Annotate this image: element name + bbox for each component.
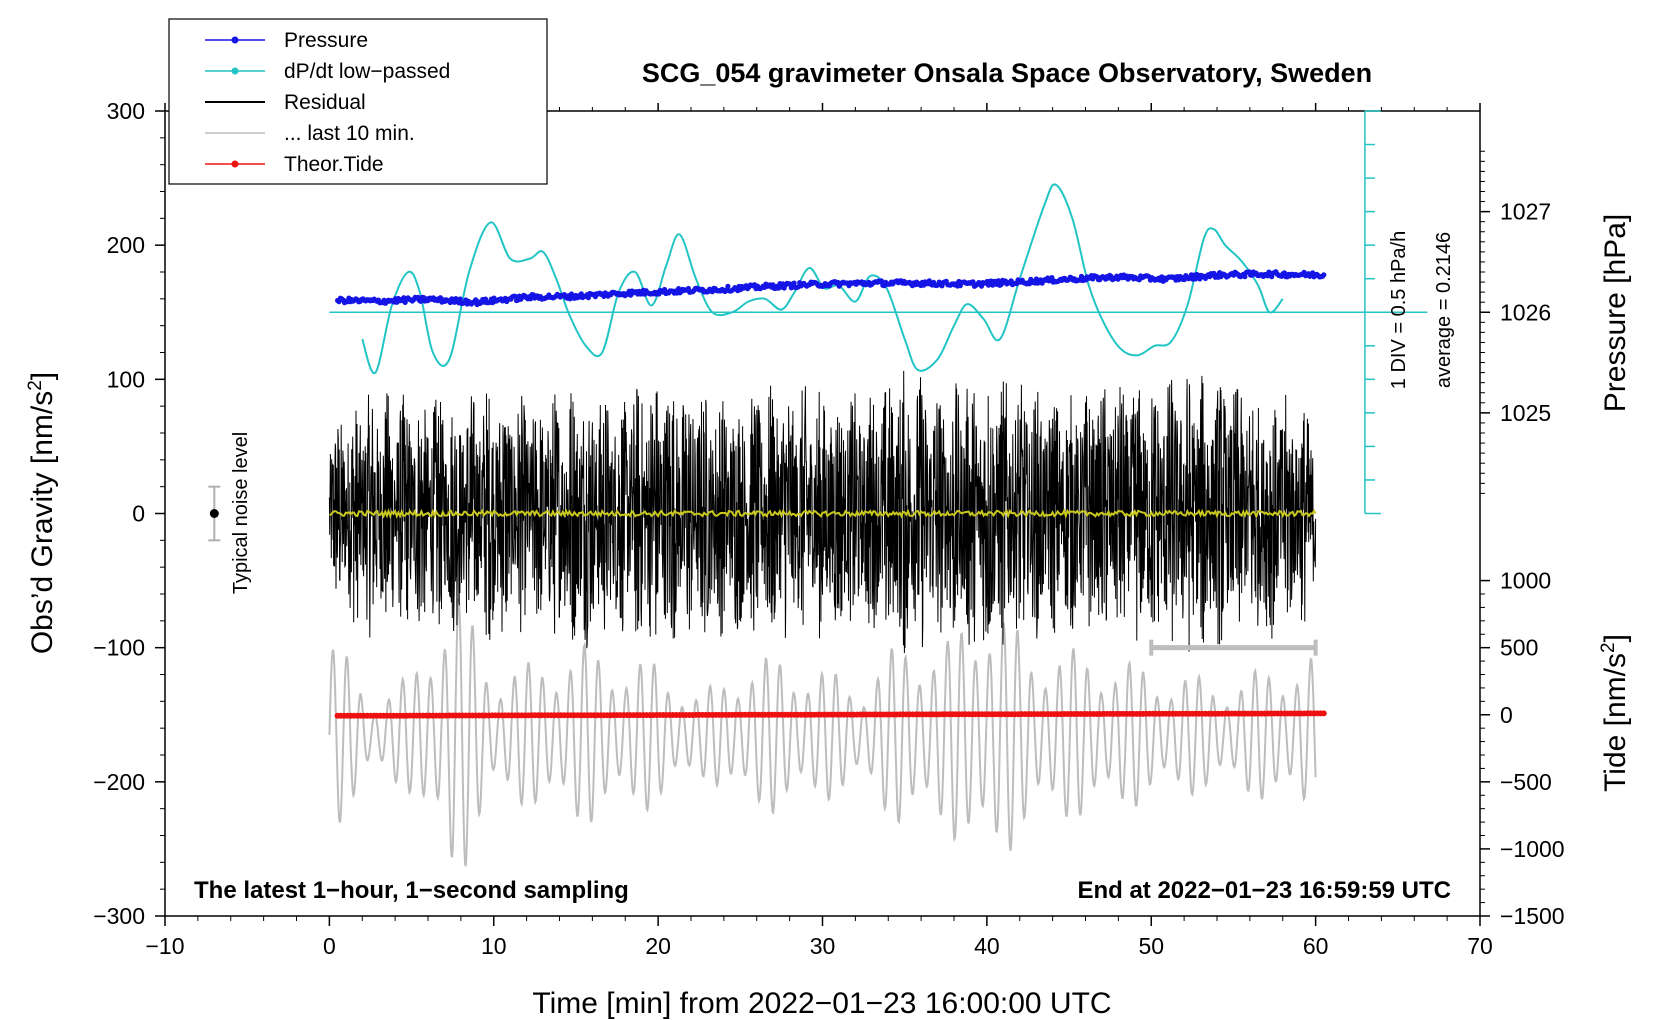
pressure-point — [970, 279, 976, 285]
tide-point — [1320, 710, 1327, 717]
dpdt-div-label: 1 DIV = 0.5 hPa/h — [1388, 231, 1410, 389]
noise-level-label: Typical noise level — [230, 432, 252, 594]
x-tick-label: 30 — [810, 933, 836, 959]
pressure-axis-label: Pressure [hPa] — [1599, 214, 1632, 412]
legend: Pressure dP/dt low−passed Residual ... last… — [205, 29, 450, 176]
x-tick-label: −10 — [145, 933, 184, 959]
residual-lowpass-series — [329, 508, 1317, 520]
last-10-min-line — [328, 598, 1317, 867]
dpdt-scale — [329, 110, 1428, 515]
legend-marker — [231, 36, 239, 44]
pressure-axis: 1025 1026 1027 — [1480, 150, 1551, 494]
x-tick-label: 40 — [974, 933, 1000, 959]
residual-line — [328, 370, 1317, 654]
legend-label: Residual — [284, 91, 366, 114]
tide-axis: −1500 −1000 −500 0 500 1000 — [1480, 568, 1565, 929]
y-tick-label: 200 — [107, 232, 145, 258]
pressure-point — [1321, 272, 1327, 278]
legend-label: Theor.Tide — [284, 153, 384, 176]
y-tick-label: −200 — [93, 769, 145, 795]
x-axis: −10 0 10 20 30 40 50 60 70 — [145, 103, 1493, 959]
tide-tick-label: −500 — [1500, 769, 1552, 795]
tide-tick-label: −1500 — [1500, 903, 1565, 929]
x-tick-label: 10 — [481, 933, 507, 959]
dpdt-average-label: average = 0.2146 — [1433, 232, 1455, 388]
pressure-point — [985, 282, 992, 288]
noise-level-bar — [208, 485, 1318, 656]
y-tick-label: 0 — [132, 501, 145, 527]
pressure-point — [1049, 275, 1055, 281]
x-tick-label: 20 — [645, 933, 671, 959]
legend-label: dP/dt low−passed — [284, 60, 450, 83]
tide-tick-label: 1000 — [1500, 568, 1551, 594]
pressure-series — [335, 269, 1327, 308]
pressure-point — [1242, 274, 1248, 280]
x-tick-label: 0 — [323, 933, 336, 959]
pressure-point — [725, 283, 731, 289]
pressure-point — [418, 298, 424, 304]
y-tick-label: 100 — [107, 366, 145, 392]
y-tick-label: −300 — [93, 903, 145, 929]
residual-lowpass-line — [329, 508, 1317, 520]
pressure-point — [585, 295, 592, 301]
tide-axis-label: Tide [nm/s2] — [1598, 634, 1632, 792]
y-axis-label: Obs’d Gravity [nm/s2] — [25, 372, 59, 654]
tide-tick-label: 500 — [1500, 635, 1538, 661]
x-axis-label: Time [min] from 2022−01−23 16:00:00 UTC — [532, 987, 1111, 1020]
noise-bar-center — [209, 509, 219, 518]
y-axis: −300 −200 −100 0 100 200 300 — [93, 98, 165, 929]
residual-series — [328, 370, 1317, 654]
theoretical-tide-series — [334, 710, 1327, 719]
x-tick-label: 50 — [1138, 933, 1164, 959]
last-10-min-series — [328, 598, 1317, 867]
pressure-tick-label: 1025 — [1500, 400, 1551, 426]
pressure-point — [457, 296, 463, 302]
pressure-point — [1193, 276, 1199, 282]
y-tick-label: −100 — [93, 635, 145, 661]
pressure-point — [528, 296, 534, 302]
pressure-point — [791, 280, 797, 286]
legend-label: Pressure — [284, 29, 368, 52]
pressure-tick-label: 1027 — [1500, 199, 1551, 225]
pressure-point — [995, 278, 1002, 284]
pressure-tick-label: 1026 — [1500, 299, 1551, 325]
x-tick-label: 70 — [1467, 933, 1493, 959]
x-tick-label: 60 — [1303, 933, 1329, 959]
annotation-bottom-left: The latest 1−hour, 1−second sampling — [194, 877, 629, 904]
legend-marker — [231, 67, 239, 75]
annotation-bottom-right: End at 2022−01−23 16:59:59 UTC — [1077, 877, 1451, 904]
tide-tick-label: 0 — [1500, 702, 1513, 728]
legend-label: ... last 10 min. — [284, 122, 415, 145]
pressure-point — [878, 278, 885, 284]
pressure-point — [512, 293, 518, 299]
legend-marker — [231, 160, 239, 168]
chart-title: SCG_054 gravimeter Onsala Space Observat… — [642, 58, 1372, 88]
y-tick-label: 300 — [107, 98, 145, 124]
tide-tick-label: −1000 — [1500, 836, 1565, 862]
